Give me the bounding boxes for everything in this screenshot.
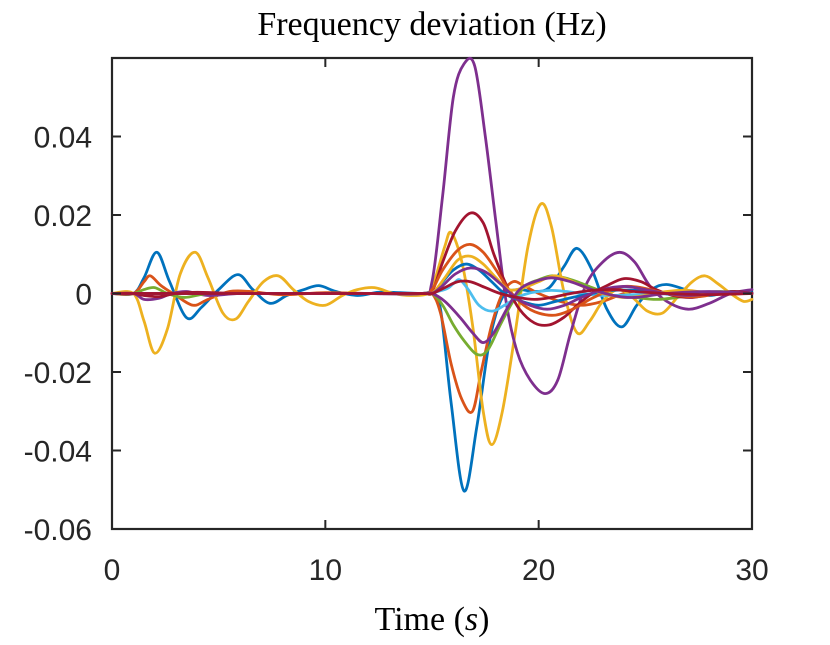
chart-title: Frequency deviation (Hz) bbox=[257, 6, 606, 43]
series-group bbox=[110, 56, 754, 493]
y-tick-label: -0.06 bbox=[24, 514, 92, 547]
x-axis-label-text: Time bbox=[375, 601, 446, 638]
y-tick-label: -0.02 bbox=[24, 357, 92, 390]
tick-marks bbox=[111, 58, 753, 530]
y-tick-label: 0 bbox=[75, 279, 92, 312]
plot-area bbox=[110, 56, 754, 531]
line-series-2 bbox=[110, 274, 754, 414]
x-axis-label: Time (s) bbox=[375, 601, 490, 638]
x-tick-label: 20 bbox=[522, 554, 555, 587]
x-tick-label: 10 bbox=[309, 554, 342, 587]
x-tick-labels: 0 10 20 30 bbox=[104, 554, 769, 587]
y-tick-label: -0.04 bbox=[24, 436, 92, 469]
x-tick-label: 0 bbox=[104, 554, 121, 587]
y-tick-label: 0.02 bbox=[34, 200, 92, 233]
line-series-13 bbox=[110, 279, 754, 301]
x-axis-unit: s bbox=[465, 601, 478, 638]
line-series-4 bbox=[110, 56, 754, 395]
x-tick-label: 30 bbox=[735, 554, 768, 587]
y-tick-labels: -0.06 -0.04 -0.02 0 0.02 0.04 bbox=[24, 122, 92, 548]
y-tick-label: 0.04 bbox=[34, 122, 92, 155]
